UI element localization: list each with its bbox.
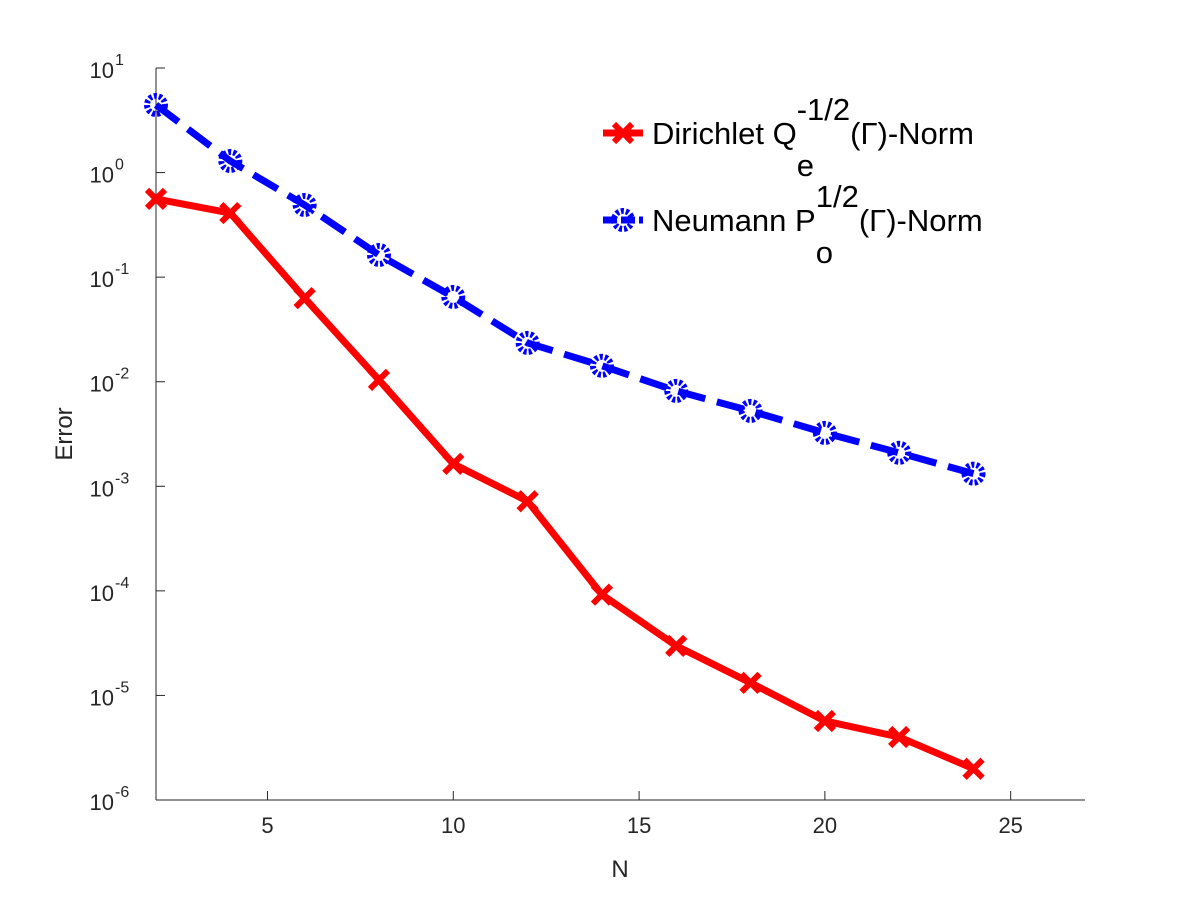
data-point-x-marker xyxy=(442,452,465,475)
legend-entry-0: Dirichlet Qe -1/2(Γ)-Norm xyxy=(603,92,974,183)
data-point-x-marker xyxy=(888,725,911,749)
data-point-x-marker xyxy=(665,634,688,657)
data-point-circle-marker xyxy=(961,461,986,486)
legend-label-subscript: o xyxy=(816,235,833,270)
y-tick-exponent: 0 xyxy=(115,157,124,174)
legend-entry-1: Neumann Po 1/2(Γ)-Norm xyxy=(603,179,983,270)
legend-label-superscript: -1/2 xyxy=(797,92,850,127)
y-tick-exponent: -5 xyxy=(115,679,129,696)
y-tick-exponent: -1 xyxy=(115,261,129,278)
data-point-circle-marker xyxy=(292,192,317,217)
data-point-circle-marker xyxy=(664,378,689,403)
data-point-x-marker xyxy=(962,757,985,780)
data-point-circle-marker xyxy=(218,149,243,174)
y-tick-label: 10 xyxy=(90,476,114,501)
data-point-x-marker xyxy=(516,490,539,513)
y-tick-label: 10 xyxy=(90,685,114,710)
data-point-x-marker xyxy=(739,671,762,694)
y-tick-label: 10 xyxy=(90,163,114,188)
data-point-circle-marker xyxy=(738,398,763,423)
series-1 xyxy=(144,92,986,486)
series-line xyxy=(153,102,975,478)
y-tick-label: 10 xyxy=(90,581,114,606)
x-tick-label: 15 xyxy=(627,813,651,838)
series-0 xyxy=(144,187,985,780)
y-tick-label: 10 xyxy=(90,58,114,83)
x-tick-label: 20 xyxy=(813,813,837,838)
x-axis-label: N xyxy=(611,856,628,883)
legend-label: Neumann P xyxy=(652,203,816,238)
data-point-x-marker xyxy=(611,121,635,145)
legend-label-superscript: 1/2 xyxy=(816,179,859,214)
y-axis-label: Error xyxy=(51,407,78,460)
y-tick-label: 10 xyxy=(90,267,114,292)
data-point-circle-marker xyxy=(611,208,635,232)
legend-label: Dirichlet Q xyxy=(652,116,797,151)
legend-label-rest: (Γ)-Norm xyxy=(859,203,983,238)
data-point-x-marker xyxy=(144,187,168,211)
data-point-circle-marker xyxy=(887,440,912,465)
data-point-x-marker xyxy=(590,583,614,606)
y-tick-exponent: -6 xyxy=(115,784,129,801)
legend-label-rest: (Γ)-Norm xyxy=(850,116,974,151)
y-tick-label: 10 xyxy=(90,790,114,815)
data-point-circle-marker xyxy=(812,420,837,445)
series-layer xyxy=(144,92,986,780)
legend-label-base: Dirichlet Q xyxy=(652,116,797,151)
y-tick-exponent: -3 xyxy=(115,470,129,487)
x-tick-label: 5 xyxy=(261,813,273,838)
y-tick-exponent: -4 xyxy=(115,575,129,592)
data-point-x-marker xyxy=(813,709,837,733)
series-line xyxy=(155,195,975,772)
data-point-circle-marker xyxy=(441,284,466,309)
x-tick-label: 10 xyxy=(441,813,465,838)
data-point-x-marker xyxy=(293,287,316,310)
legend-label-base: Neumann P xyxy=(652,203,816,238)
y-tick-label: 10 xyxy=(90,372,114,397)
legend-label-subscript: e xyxy=(797,148,814,183)
data-point-circle-marker xyxy=(515,330,540,355)
data-point-x-marker xyxy=(367,368,391,392)
data-point-circle-marker xyxy=(589,353,614,378)
y-tick-exponent: 1 xyxy=(115,52,124,69)
y-tick-exponent: -2 xyxy=(115,366,129,383)
data-point-circle-marker xyxy=(366,242,391,267)
data-point-circle-marker xyxy=(144,92,168,117)
x-tick-label: 25 xyxy=(998,813,1022,838)
data-point-x-marker xyxy=(219,201,242,225)
